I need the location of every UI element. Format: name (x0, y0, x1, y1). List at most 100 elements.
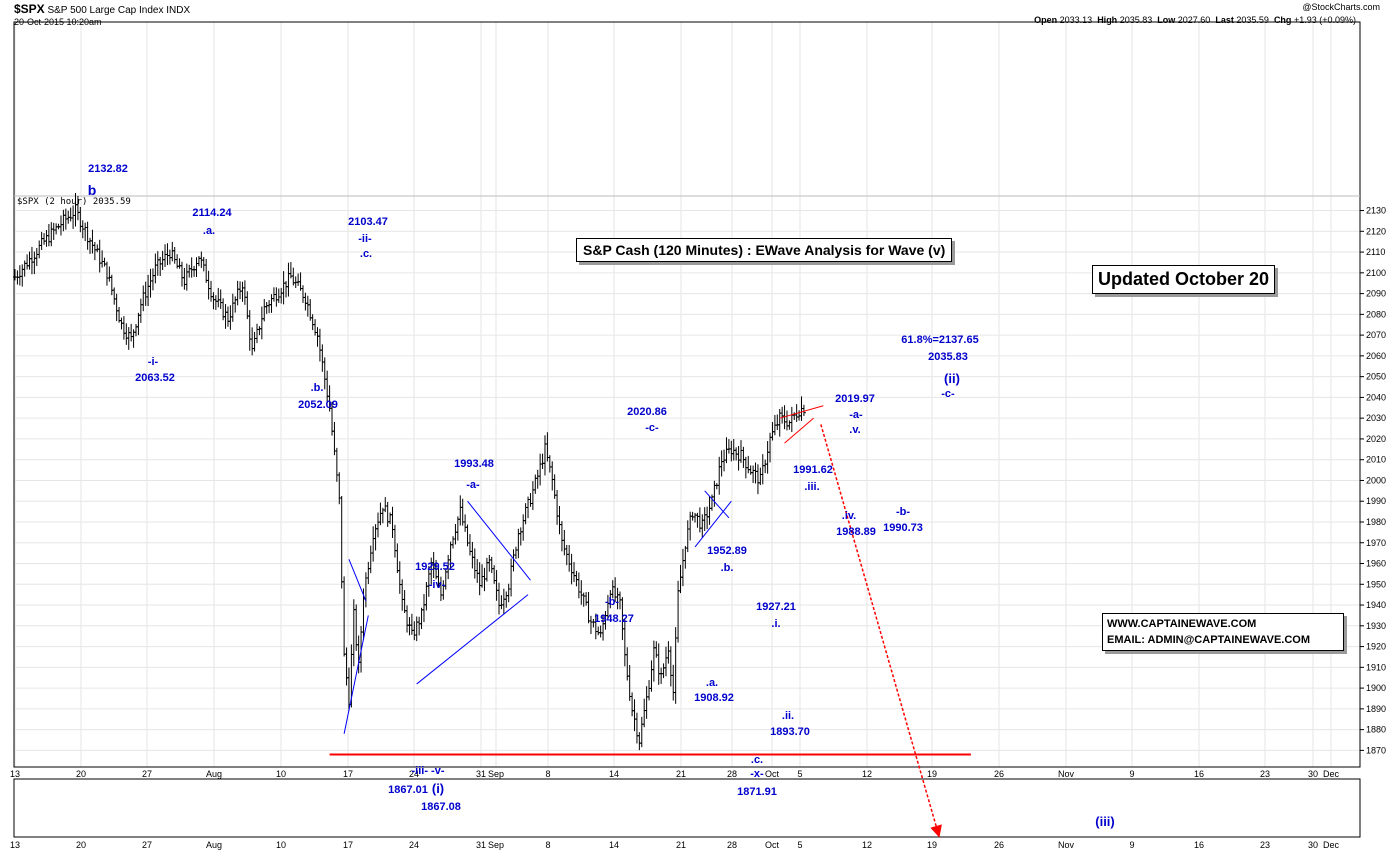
x-tick-label-lower: 23 (1260, 840, 1270, 850)
lower-panel-frame (13, 778, 1361, 838)
y-tick-label: 2030 (1366, 413, 1386, 423)
price-bars (13, 193, 806, 751)
y-tick-label: 1880 (1366, 725, 1386, 735)
chart-header: $SPX S&P 500 Large Cap Index INDX (14, 2, 190, 16)
wave-label: -x- (750, 768, 764, 780)
wave-label: 2020.86 (627, 406, 667, 418)
wave-label: .v. (849, 424, 861, 436)
y-tick-label: 2070 (1366, 330, 1386, 340)
last-value: 2035.59 (1236, 15, 1269, 25)
wave-label: -iii- -v- (411, 765, 445, 777)
wave-label: 2019.97 (835, 393, 875, 405)
x-tick-label: Aug (206, 769, 222, 779)
high-value: 2035.83 (1119, 15, 1153, 25)
x-tick-label: Sep (488, 769, 504, 779)
trend-line (343, 615, 369, 734)
y-tick-label: 2020 (1366, 434, 1386, 444)
y-tick-label: 1990 (1366, 496, 1386, 506)
x-tick-label-lower: 12 (862, 840, 872, 850)
x-tick-label-lower: 9 (1129, 840, 1134, 850)
wave-label: (ii) (944, 371, 960, 386)
y-tick-label: 2130 (1366, 206, 1386, 216)
y-tick-label: 1960 (1366, 559, 1386, 569)
x-tick-label: 13 (10, 769, 20, 779)
index-name: S&P 500 Large Cap Index (47, 5, 164, 16)
y-tick-label: 2000 (1366, 475, 1386, 485)
y-tick-label: 2040 (1366, 392, 1386, 402)
y-tick-label: 1970 (1366, 538, 1386, 548)
trend-line (467, 500, 531, 581)
x-tick-label-lower: 14 (609, 840, 619, 850)
wave-label: 1927.21 (756, 601, 796, 613)
x-tick-label-lower: 13 (10, 840, 20, 850)
x-tick-label: 27 (142, 769, 152, 779)
wave-label: .b. (720, 562, 734, 574)
y-tick-label: 1940 (1366, 600, 1386, 610)
wave-label: -b- (895, 506, 911, 518)
x-tick-label-lower: 26 (994, 840, 1004, 850)
wave-label: (i) (431, 781, 445, 796)
y-tick-label: 1930 (1366, 621, 1386, 631)
x-tick-label: 21 (676, 769, 686, 779)
wave-label: .iii. (804, 481, 820, 493)
series-legend: $SPX (2 hour) 2035.59 (17, 197, 131, 207)
x-tick-label: 5 (797, 769, 802, 779)
wave-label: 1952.89 (707, 545, 747, 557)
y-tick-label: 1920 (1366, 642, 1386, 652)
exchange: INDX (166, 5, 191, 16)
wave-label: 1990.73 (883, 522, 923, 534)
chg-value: +1.93 (+0.09%) (1293, 15, 1356, 25)
wave-label: 2103.47 (348, 216, 388, 228)
email-text: EMAIL: ADMIN@CAPTAINEWAVE.COM (1107, 634, 1311, 646)
trend-line (416, 594, 529, 685)
x-tick-label-lower: 30 (1308, 840, 1318, 850)
wave-label: 1893.70 (770, 726, 810, 738)
website-text: WWW.CAPTAINEWAVE.COM (1107, 618, 1257, 630)
y-tick-label: 1980 (1366, 517, 1386, 527)
last-label: Last (1215, 15, 1234, 25)
trend-line (694, 500, 732, 548)
x-tick-label-lower: 20 (76, 840, 86, 850)
wave-label: 1993.48 (454, 458, 494, 470)
open-value: 2033.13 (1059, 15, 1093, 25)
x-tick-label-lower: Dec (1323, 840, 1340, 850)
y-tick-label: 2120 (1366, 226, 1386, 236)
wave-label: 2114.24 (192, 207, 232, 219)
x-tick-label: 8 (545, 769, 550, 779)
x-tick-label: 12 (862, 769, 872, 779)
x-tick-label-lower: 27 (142, 840, 152, 850)
wave-label: 2132.82 (88, 163, 128, 175)
wave-label: 2035.83 (928, 351, 968, 363)
wave-label: 1867.08 (421, 801, 461, 813)
x-tick-label: 14 (609, 769, 619, 779)
y-tick-label: 2110 (1366, 247, 1385, 257)
open-label: Open (1034, 15, 1058, 25)
x-tick-label: 26 (994, 769, 1004, 779)
chart-datetime: 20-Oct-2015 10:20am (14, 17, 102, 27)
x-tick-label-lower: 5 (797, 840, 802, 850)
wave-label: 1929.52 (415, 561, 455, 573)
analysis-title-box: S&P Cash (120 Minutes) : EWave Analysis … (576, 238, 953, 262)
x-tick-label-lower: Nov (1058, 840, 1075, 850)
projection-arrowhead (930, 824, 942, 838)
x-tick-label-lower: 28 (727, 840, 737, 850)
wave-label: .c. (750, 754, 764, 766)
x-tick-label: Nov (1058, 769, 1075, 779)
y-tick-label: 1950 (1366, 579, 1386, 589)
low-value: 2027.60 (1177, 15, 1211, 25)
wave-label: .ii. (781, 710, 795, 722)
x-tick-label-lower: Sep (488, 840, 504, 850)
x-tick-label: 23 (1260, 769, 1270, 779)
trend-lines (329, 405, 971, 838)
x-tick-label: 31 (476, 769, 486, 779)
x-tick-label: 19 (927, 769, 937, 779)
wave-label: 61.8%=2137.65 (901, 334, 979, 346)
wave-label: .i. (771, 618, 781, 630)
contact-box: WWW.CAPTAINEWAVE.COM EMAIL: ADMIN@CAPTAI… (1102, 613, 1344, 651)
x-tick-label-lower: 8 (545, 840, 550, 850)
wave-label: 1991.62 (793, 464, 833, 476)
main-panel-frame (13, 21, 1361, 768)
x-tick-label-lower: 21 (676, 840, 686, 850)
trend-line (348, 559, 367, 602)
